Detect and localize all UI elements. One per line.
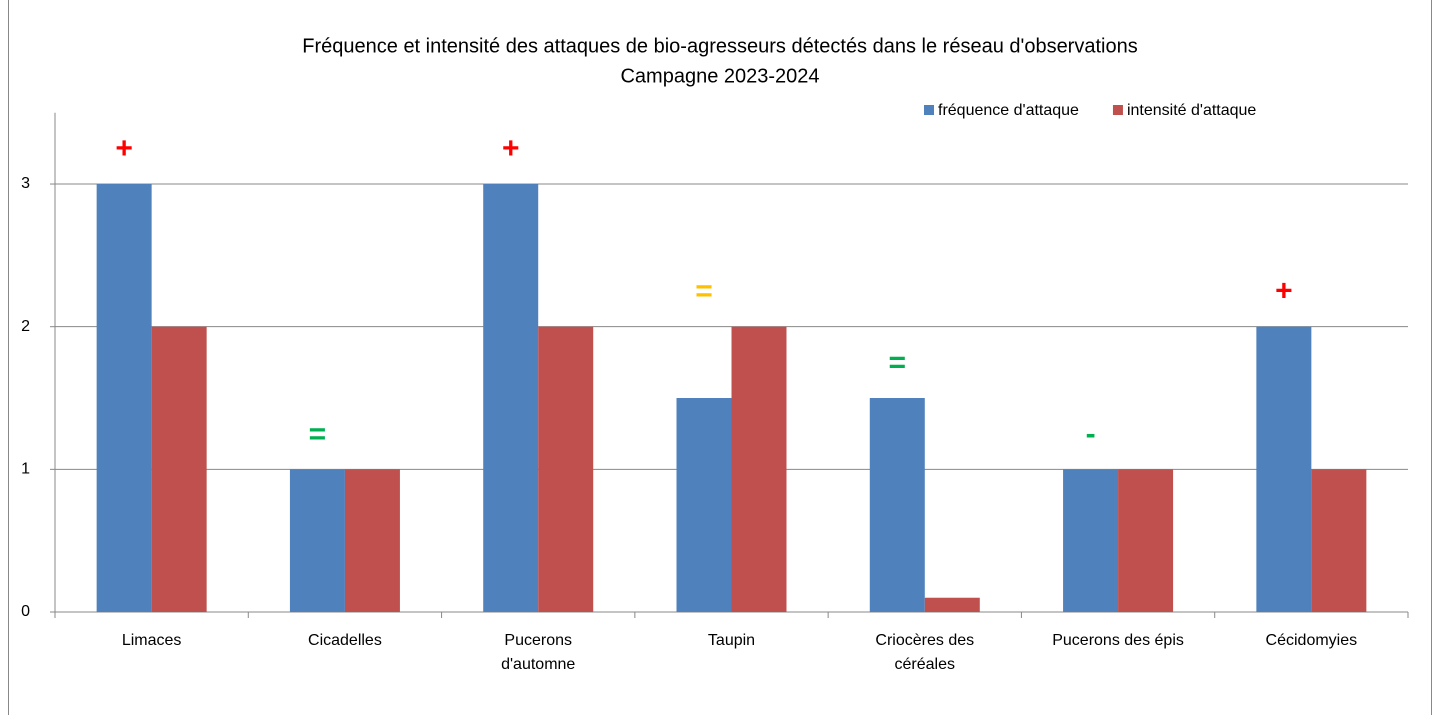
bar <box>924 597 980 612</box>
y-tick-label: 1 <box>21 461 30 478</box>
bar <box>344 469 400 612</box>
bar <box>1311 469 1367 612</box>
x-tick-label: Pucerons d'automne <box>501 632 576 673</box>
bar <box>1256 326 1312 612</box>
bar <box>731 326 787 612</box>
bar <box>1063 469 1119 612</box>
bar <box>1118 469 1174 612</box>
x-tick-label: Cicadelles <box>308 632 382 649</box>
annotation: = <box>889 346 907 379</box>
chart-title: Fréquence et intensité des attaques de b… <box>302 35 1137 57</box>
chart-subtitle: Campagne 2023-2024 <box>620 65 819 87</box>
x-tick-label: Criocères des céréales <box>875 632 975 673</box>
x-tick-label: Cécidomyies <box>1265 632 1358 649</box>
legend-swatch <box>1112 105 1123 115</box>
x-tick-label: Taupin <box>707 632 756 649</box>
y-tick-label: 3 <box>21 175 30 192</box>
annotation: = <box>309 417 327 450</box>
y-tick-label: 2 <box>21 318 30 335</box>
x-tick-label: Limaces <box>121 632 182 649</box>
bar <box>869 398 925 612</box>
annotation: + <box>1275 275 1293 308</box>
annotation: + <box>115 132 133 165</box>
bar <box>96 184 152 612</box>
legend-label: intensité d'attaque <box>1127 102 1256 119</box>
y-tick-label: 0 <box>21 603 30 620</box>
legend-swatch <box>924 105 934 115</box>
annotation: + <box>502 132 520 165</box>
bar <box>538 326 594 612</box>
bar <box>676 398 732 612</box>
x-tick-label: Pucerons des épis <box>1052 632 1184 649</box>
annotation: = <box>695 275 713 308</box>
bar <box>151 326 207 612</box>
legend-label: fréquence d'attaque <box>938 102 1079 119</box>
annotation: - <box>1086 417 1096 450</box>
bar <box>289 469 345 612</box>
bar <box>483 184 539 612</box>
